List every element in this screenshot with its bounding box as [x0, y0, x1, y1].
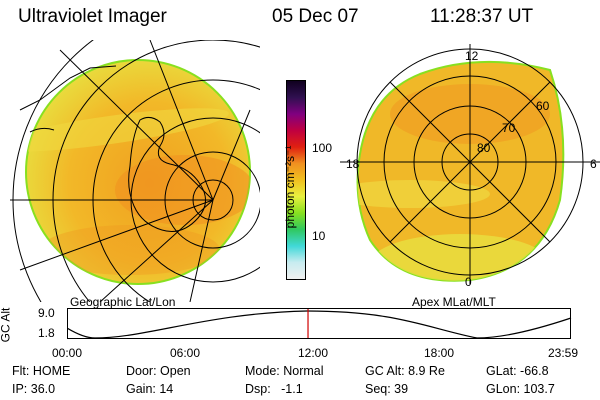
altitude-tick-high: 9.0 — [38, 306, 55, 320]
mlt-label-0: 0 — [465, 275, 472, 289]
time-tick-1200: 12:00 — [298, 346, 329, 360]
geographic-panel-label: Geographic Lat/Lon — [70, 295, 176, 309]
colorbar-tick-100: 100 — [312, 141, 333, 155]
status-flight: Flt: HOME — [12, 364, 71, 378]
time-tick-1800: 18:00 — [424, 346, 455, 360]
coastline — [128, 116, 206, 232]
altitude-plot — [67, 308, 572, 339]
coastline-north — [19, 65, 117, 133]
mlat-label-70: 70 — [502, 121, 516, 135]
time-tick-2359: 23:59 — [548, 346, 579, 360]
lat-lon-grid — [10, 40, 260, 302]
geographic-map-panel — [10, 40, 260, 302]
altitude-axis-label: GC Alt — [0, 307, 13, 343]
colorbar-unit-label: photon cm⁻²s⁻¹ — [283, 145, 297, 229]
polar-panel-label: Apex MLat/MLT — [412, 295, 496, 309]
mlat-label-80: 80 — [477, 141, 491, 155]
aurora-band — [26, 108, 250, 275]
mlt-label-18: 18 — [346, 157, 360, 171]
mlt-label-12: 12 — [465, 49, 479, 63]
mlat-mlt-grid — [340, 44, 600, 284]
status-gain: Gain: 14 — [126, 382, 174, 396]
time-label: 11:28:37 UT — [430, 6, 534, 27]
status-dsp: Dsp: -1.1 — [245, 382, 303, 396]
status-glat: GLat: -66.8 — [486, 364, 549, 378]
status-sequence: Seq: 39 — [365, 382, 409, 396]
colorbar — [286, 80, 306, 280]
instrument-title: Ultraviolet Imager — [18, 6, 167, 27]
date-label: 05 Dec 07 — [272, 6, 359, 27]
status-glon: GLon: 103.7 — [486, 382, 555, 396]
altitude-curve — [67, 310, 572, 339]
time-tick-0600: 06:00 — [170, 346, 201, 360]
colorbar-tick-10: 10 — [312, 229, 326, 243]
altitude-tick-low: 1.8 — [38, 326, 55, 340]
time-tick-0000: 00:00 — [52, 346, 83, 360]
mlat-label-60: 60 — [536, 99, 550, 113]
status-gc-altitude: GC Alt: 8.9 Re — [365, 364, 445, 378]
polar-map-panel: 12 18 6 0 80 70 60 — [340, 44, 600, 289]
mlt-label-6: 6 — [590, 157, 597, 171]
status-ip: IP: 36.0 — [12, 382, 56, 396]
status-mode: Mode: Normal — [245, 364, 324, 378]
status-door: Door: Open — [126, 364, 191, 378]
